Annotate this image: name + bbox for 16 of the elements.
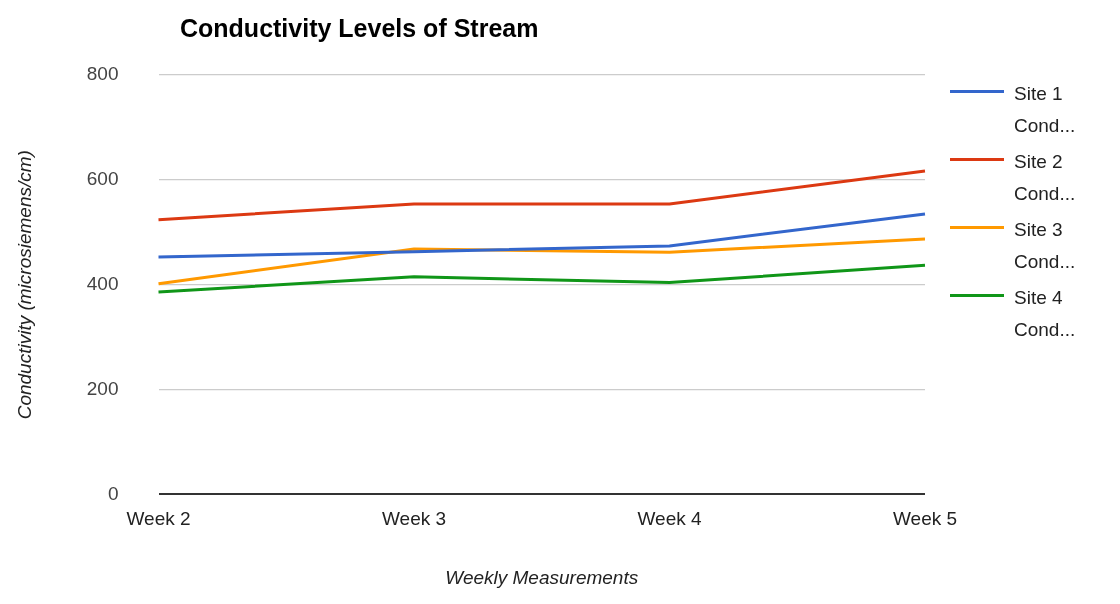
y-tick-label: 800 (86, 63, 119, 85)
x-tick-label: Week 5 (892, 508, 958, 530)
legend-label: Site 2 Cond... (1014, 150, 1077, 206)
legend-label: Site 4 Cond... (1014, 286, 1077, 342)
x-tick-label: Week 4 (637, 508, 702, 530)
x-tick-label: Week 3 (381, 508, 447, 530)
legend-label: Site 3 Cond... (1014, 218, 1077, 274)
x-tick-label: Week 2 (126, 508, 191, 530)
y-tick-label: 200 (86, 377, 119, 399)
y-tick-label: 0 (107, 482, 119, 504)
legend-label: Site 1 Cond... (1014, 82, 1077, 138)
y-tick-label: 400 (86, 272, 119, 294)
y-tick-label: 600 (86, 168, 119, 190)
x-axis-title: Weekly Measurements (445, 566, 639, 588)
y-axis-title: Conductivity (microsiemens/cm) (13, 150, 35, 420)
chart-title: Conductivity Levels of Stream (180, 14, 539, 43)
